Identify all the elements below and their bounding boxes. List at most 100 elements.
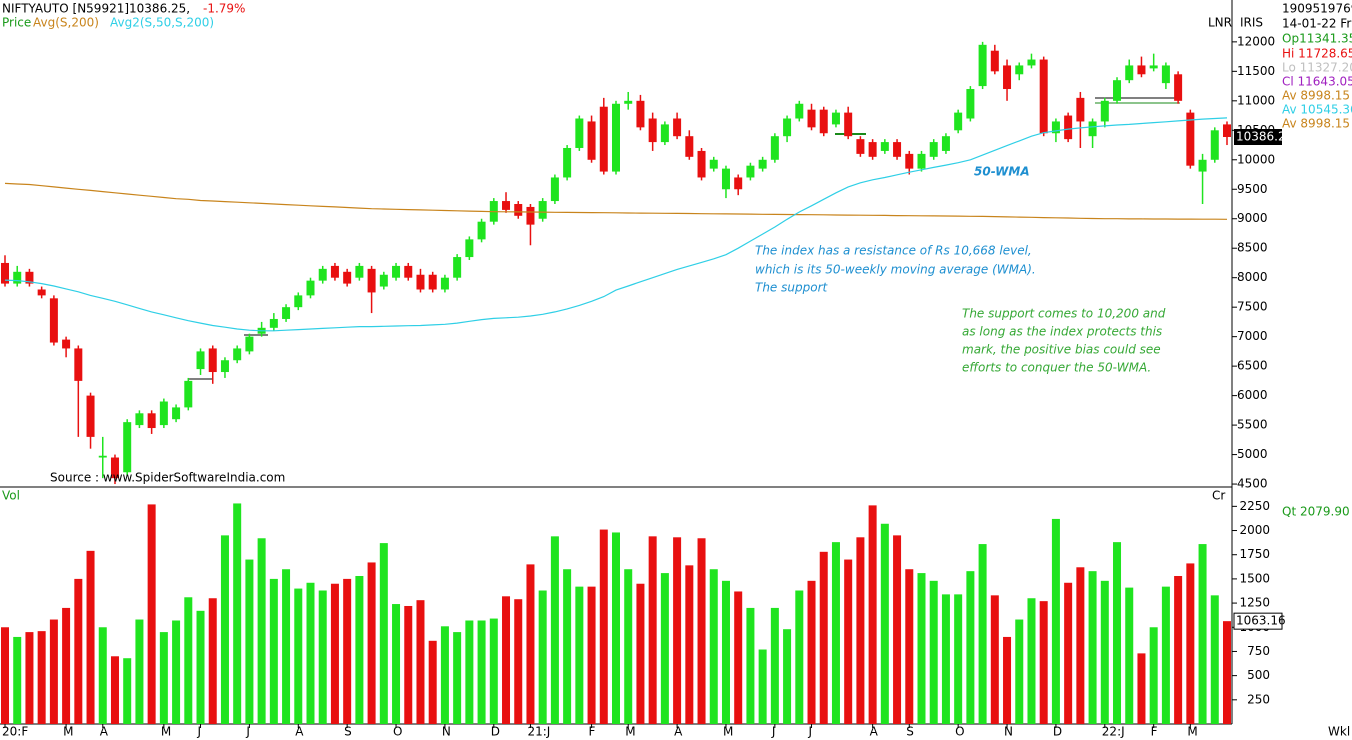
volume-bar — [477, 620, 486, 724]
candle-body — [392, 265, 401, 278]
candle-body — [856, 139, 865, 154]
volume-bar — [379, 543, 388, 724]
volume-bar — [1003, 636, 1012, 724]
candle-body — [1137, 65, 1146, 75]
qt-label: Qt 2079.90 — [1282, 505, 1350, 519]
legend-entry: Avg2(S,50,S,200) — [110, 16, 214, 30]
candle-body — [758, 159, 767, 169]
info: Av 8998.15 — [1282, 117, 1350, 131]
volume-box — [1233, 612, 1283, 630]
candle-body — [624, 100, 633, 104]
volume-bar — [563, 569, 572, 724]
volume-bar — [74, 578, 83, 724]
y-tick-label: 1750 — [1239, 547, 1270, 561]
candle-body — [563, 147, 572, 178]
x-tick-label: M — [723, 725, 733, 739]
volume-bar — [159, 632, 168, 724]
ma-line — [4, 182, 1228, 220]
candle-body — [1064, 115, 1073, 140]
volume-bar — [1027, 598, 1036, 724]
candle-body — [770, 136, 779, 160]
candle-body — [159, 401, 168, 426]
candle-body — [795, 103, 804, 119]
x-tick-label: O — [955, 725, 964, 739]
volume-bar — [636, 583, 645, 724]
candle-body — [416, 274, 425, 290]
candle-body — [514, 203, 523, 216]
candle-body — [1113, 80, 1122, 101]
candle-body — [269, 318, 278, 328]
candle-body — [13, 271, 22, 284]
volume-bar — [1113, 542, 1122, 724]
y-tick-label: 7000 — [1237, 329, 1268, 343]
info: 1909519769 — [1282, 2, 1352, 16]
volume-bar — [599, 529, 608, 724]
volume-bar — [807, 580, 816, 724]
volume-bar — [868, 505, 877, 724]
candle-body — [86, 395, 95, 437]
candle-body — [367, 268, 376, 293]
candle-body — [343, 271, 352, 284]
volume-bar — [1174, 575, 1183, 724]
volume-bar — [318, 590, 327, 724]
y-tick-label: 5500 — [1237, 418, 1268, 432]
annotation: The support comes to 10,200 and — [962, 307, 1166, 321]
annotation: mark, the positive bias could see — [962, 343, 1161, 357]
volume-bar — [25, 632, 34, 724]
volume-bar — [110, 656, 119, 724]
candle-body — [954, 112, 963, 131]
candle-body — [990, 50, 999, 72]
volume-bar — [245, 559, 254, 724]
period: Wkl — [1328, 725, 1350, 739]
volume-bar — [1064, 582, 1073, 724]
x-tick-label: J — [808, 725, 813, 739]
annotation: which is its 50-weekly moving average (W… — [755, 263, 1036, 277]
candle-body — [62, 339, 71, 349]
volume-bar — [941, 594, 950, 724]
volume-bar — [844, 559, 853, 724]
volume-bar — [1100, 580, 1109, 724]
y-tick-label: 8500 — [1237, 241, 1268, 255]
candle-body — [37, 289, 46, 296]
x-tick-label: M — [625, 725, 635, 739]
volume-bar — [502, 596, 511, 724]
y-tick-label: 1500 — [1239, 571, 1270, 585]
volume-bar — [440, 626, 449, 724]
candle-body — [550, 177, 559, 202]
legend-entry: Avg(S,200) — [33, 16, 99, 30]
volume-bar — [465, 620, 474, 724]
volume-bar — [978, 544, 987, 724]
candle-body — [74, 348, 83, 381]
candle-body — [880, 142, 889, 151]
candle-body — [538, 201, 547, 219]
x-tick-label: D — [1053, 725, 1062, 739]
x-tick-label: J — [771, 725, 776, 739]
volume-bar — [489, 618, 498, 724]
price-box — [1234, 129, 1282, 146]
volume-bar — [795, 590, 804, 724]
candle-body — [612, 103, 620, 172]
volume-bar — [819, 551, 828, 724]
volume-bar — [587, 586, 596, 724]
volume-bar — [990, 595, 999, 724]
marks: 4500 5000 5500 6000 6500 7000 7500 8000 8500 9000… — [1, 34, 1286, 739]
candle-body — [440, 277, 449, 290]
candle-body — [599, 106, 608, 172]
x-tick-label: 22:J — [1102, 725, 1125, 739]
volume-bar — [954, 594, 963, 724]
volume-bar — [196, 610, 205, 724]
y-tick-label: 1250 — [1239, 596, 1270, 610]
volume-bar — [709, 569, 718, 724]
volume-bar — [966, 571, 975, 724]
y-tick-label: 9500 — [1237, 182, 1268, 196]
candle-body — [1015, 65, 1024, 75]
volume-bar — [135, 619, 144, 724]
y-tick-label: 5000 — [1237, 447, 1268, 461]
x-tick-label: J — [197, 725, 202, 739]
candle-body — [25, 271, 34, 284]
candle-body — [917, 153, 926, 169]
y-tick-label: 2000 — [1239, 523, 1270, 537]
annotation: as long as the index protects this — [962, 325, 1162, 339]
volume-bar — [13, 636, 22, 724]
volume-bar — [648, 536, 657, 724]
